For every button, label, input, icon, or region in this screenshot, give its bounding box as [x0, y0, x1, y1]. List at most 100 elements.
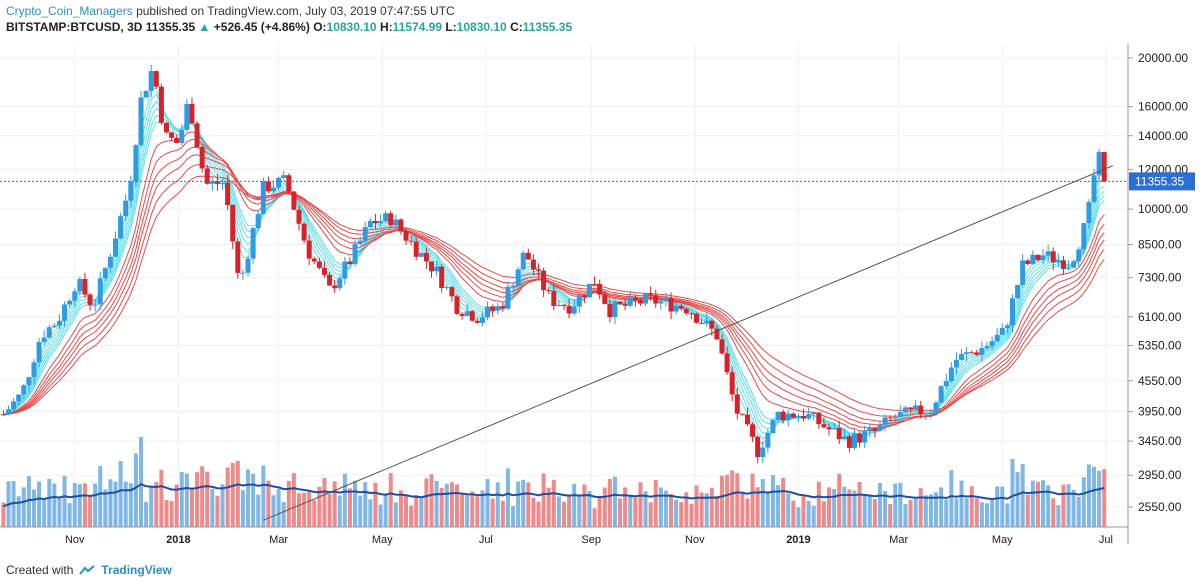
volume-bar [709, 487, 714, 527]
volume-bar [373, 482, 378, 527]
volume-bar [47, 478, 52, 527]
candle-body [632, 297, 638, 301]
candle-body [969, 352, 975, 354]
volume-bar [704, 493, 709, 527]
candle-body [347, 261, 353, 264]
volume-bar [536, 501, 541, 527]
volume-bar [1097, 470, 1102, 527]
volume-bar [332, 481, 337, 527]
candle-body [892, 416, 898, 418]
volume-bar [500, 500, 505, 527]
candle-body [199, 147, 205, 169]
volume-bar [740, 491, 745, 527]
volume-bar [302, 492, 307, 527]
candle-body [118, 216, 124, 239]
volume-bar [460, 493, 465, 527]
volume-bar [72, 483, 77, 527]
candle-body [1060, 260, 1066, 269]
candle-body [592, 283, 598, 285]
volume-bar [883, 491, 888, 527]
candle-body [1055, 260, 1061, 263]
volume-bar [98, 466, 103, 527]
volume-bar [271, 495, 276, 527]
volume-bar [189, 489, 194, 527]
candle-body [744, 414, 750, 425]
candle-body [469, 311, 475, 321]
candle-body [36, 341, 42, 363]
candle-body [556, 304, 562, 306]
candle-body [459, 313, 465, 316]
volume-bar [944, 499, 949, 527]
candle-body [841, 436, 847, 440]
candle-body [428, 261, 434, 272]
candle-body [1096, 152, 1102, 176]
candle-body [383, 213, 389, 222]
volume-bar [276, 488, 281, 527]
candle-body [1040, 255, 1046, 261]
volume-bar [220, 484, 225, 527]
candle-body [637, 300, 643, 304]
volume-bar [597, 495, 602, 527]
volume-bar [281, 502, 286, 527]
volume-bar [770, 475, 775, 527]
candle-body [790, 413, 796, 418]
candle-body [882, 417, 888, 425]
candle-body [474, 320, 480, 323]
candle-body [138, 97, 144, 146]
last-price-tag-label: 11355.35 [1135, 174, 1184, 188]
volume-bar [1015, 472, 1020, 527]
candle-body [795, 415, 801, 418]
volume-bar [531, 497, 536, 527]
volume-bar [327, 493, 332, 527]
tradingview-brand-link[interactable]: TradingView [101, 563, 172, 577]
candle-body [311, 258, 317, 262]
author-link[interactable]: Crypto_Coin_Managers [6, 4, 133, 18]
candle-body [821, 424, 827, 428]
candle-body [0, 414, 6, 416]
volume-bar [541, 473, 546, 527]
last-price-tag: 11355.35 [1129, 172, 1195, 191]
candle-body [245, 258, 251, 273]
candle-body [576, 295, 582, 307]
volume-bar [1081, 477, 1086, 527]
candle-body [989, 341, 995, 347]
candle-body [403, 231, 409, 241]
volume-bar [755, 487, 760, 527]
candle-body [342, 261, 348, 279]
price-tick-label: 6100.00 [1138, 310, 1182, 324]
volume-bar [62, 475, 67, 527]
volume-bar [93, 483, 98, 527]
candle-body [408, 240, 414, 242]
candle-body [765, 433, 771, 448]
candle-body [235, 241, 241, 273]
candle-body [704, 320, 710, 324]
candle-body [688, 313, 694, 315]
candle-body [933, 402, 939, 413]
volume-bar [669, 493, 674, 527]
candle-body [541, 270, 547, 291]
candle-body [1020, 260, 1026, 286]
volume-bar [934, 492, 939, 527]
price-tick-label: 4550.00 [1138, 374, 1182, 388]
volume-bar [123, 481, 128, 527]
price-tick-label: 3950.00 [1138, 405, 1182, 419]
candle-body [92, 304, 98, 306]
candle-body [444, 287, 450, 289]
price-tick-label: 3450.00 [1138, 434, 1182, 448]
candle-body [953, 359, 959, 368]
volume-bar [923, 495, 928, 527]
volume-bar [939, 487, 944, 527]
candle-body [683, 308, 689, 314]
volume-bar [439, 488, 444, 527]
price-tick-label: 7300.00 [1138, 271, 1182, 285]
candle-body [26, 377, 32, 386]
candle-body [179, 129, 185, 144]
candle-body [113, 238, 119, 257]
volume-bar [429, 474, 434, 527]
volume-bar [964, 498, 969, 527]
candle-body [367, 220, 373, 228]
volume-bar [602, 487, 607, 527]
candle-body [163, 122, 169, 133]
volume-bar [225, 467, 230, 527]
